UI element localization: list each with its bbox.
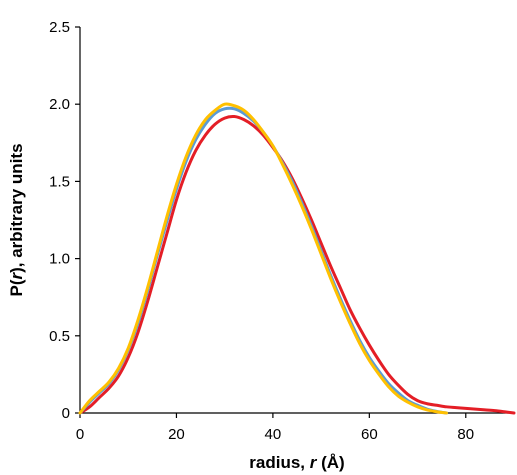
- x-tick-label: 80: [457, 426, 474, 443]
- series-line-red: [78, 114, 516, 415]
- x-tick-label: 40: [265, 426, 282, 443]
- x-tick-label: 20: [168, 426, 185, 443]
- x-ticks: 0 20 40 60 80: [76, 413, 474, 443]
- series-group: [78, 102, 516, 415]
- series-line-yellow: [78, 102, 448, 415]
- y-tick-label: 2.0: [49, 96, 70, 113]
- y-ticks: 0 0.5 1.0 1.5 2.0 2.5: [49, 19, 80, 422]
- y-tick-label: 1.5: [49, 173, 70, 190]
- x-tick-label: 60: [361, 426, 378, 443]
- y-tick-label: 1.0: [49, 251, 70, 268]
- y-tick-label: 0.5: [49, 328, 70, 345]
- x-tick-label: 0: [76, 426, 84, 443]
- y-axis-title: P(r), arbitrary units: [7, 143, 26, 296]
- y-tick-label: 2.5: [49, 19, 70, 36]
- series-line-blue: [78, 106, 448, 415]
- y-tick-label: 0: [62, 405, 70, 422]
- axes: [79, 27, 514, 414]
- x-axis-title: radius, r (Å): [249, 453, 344, 472]
